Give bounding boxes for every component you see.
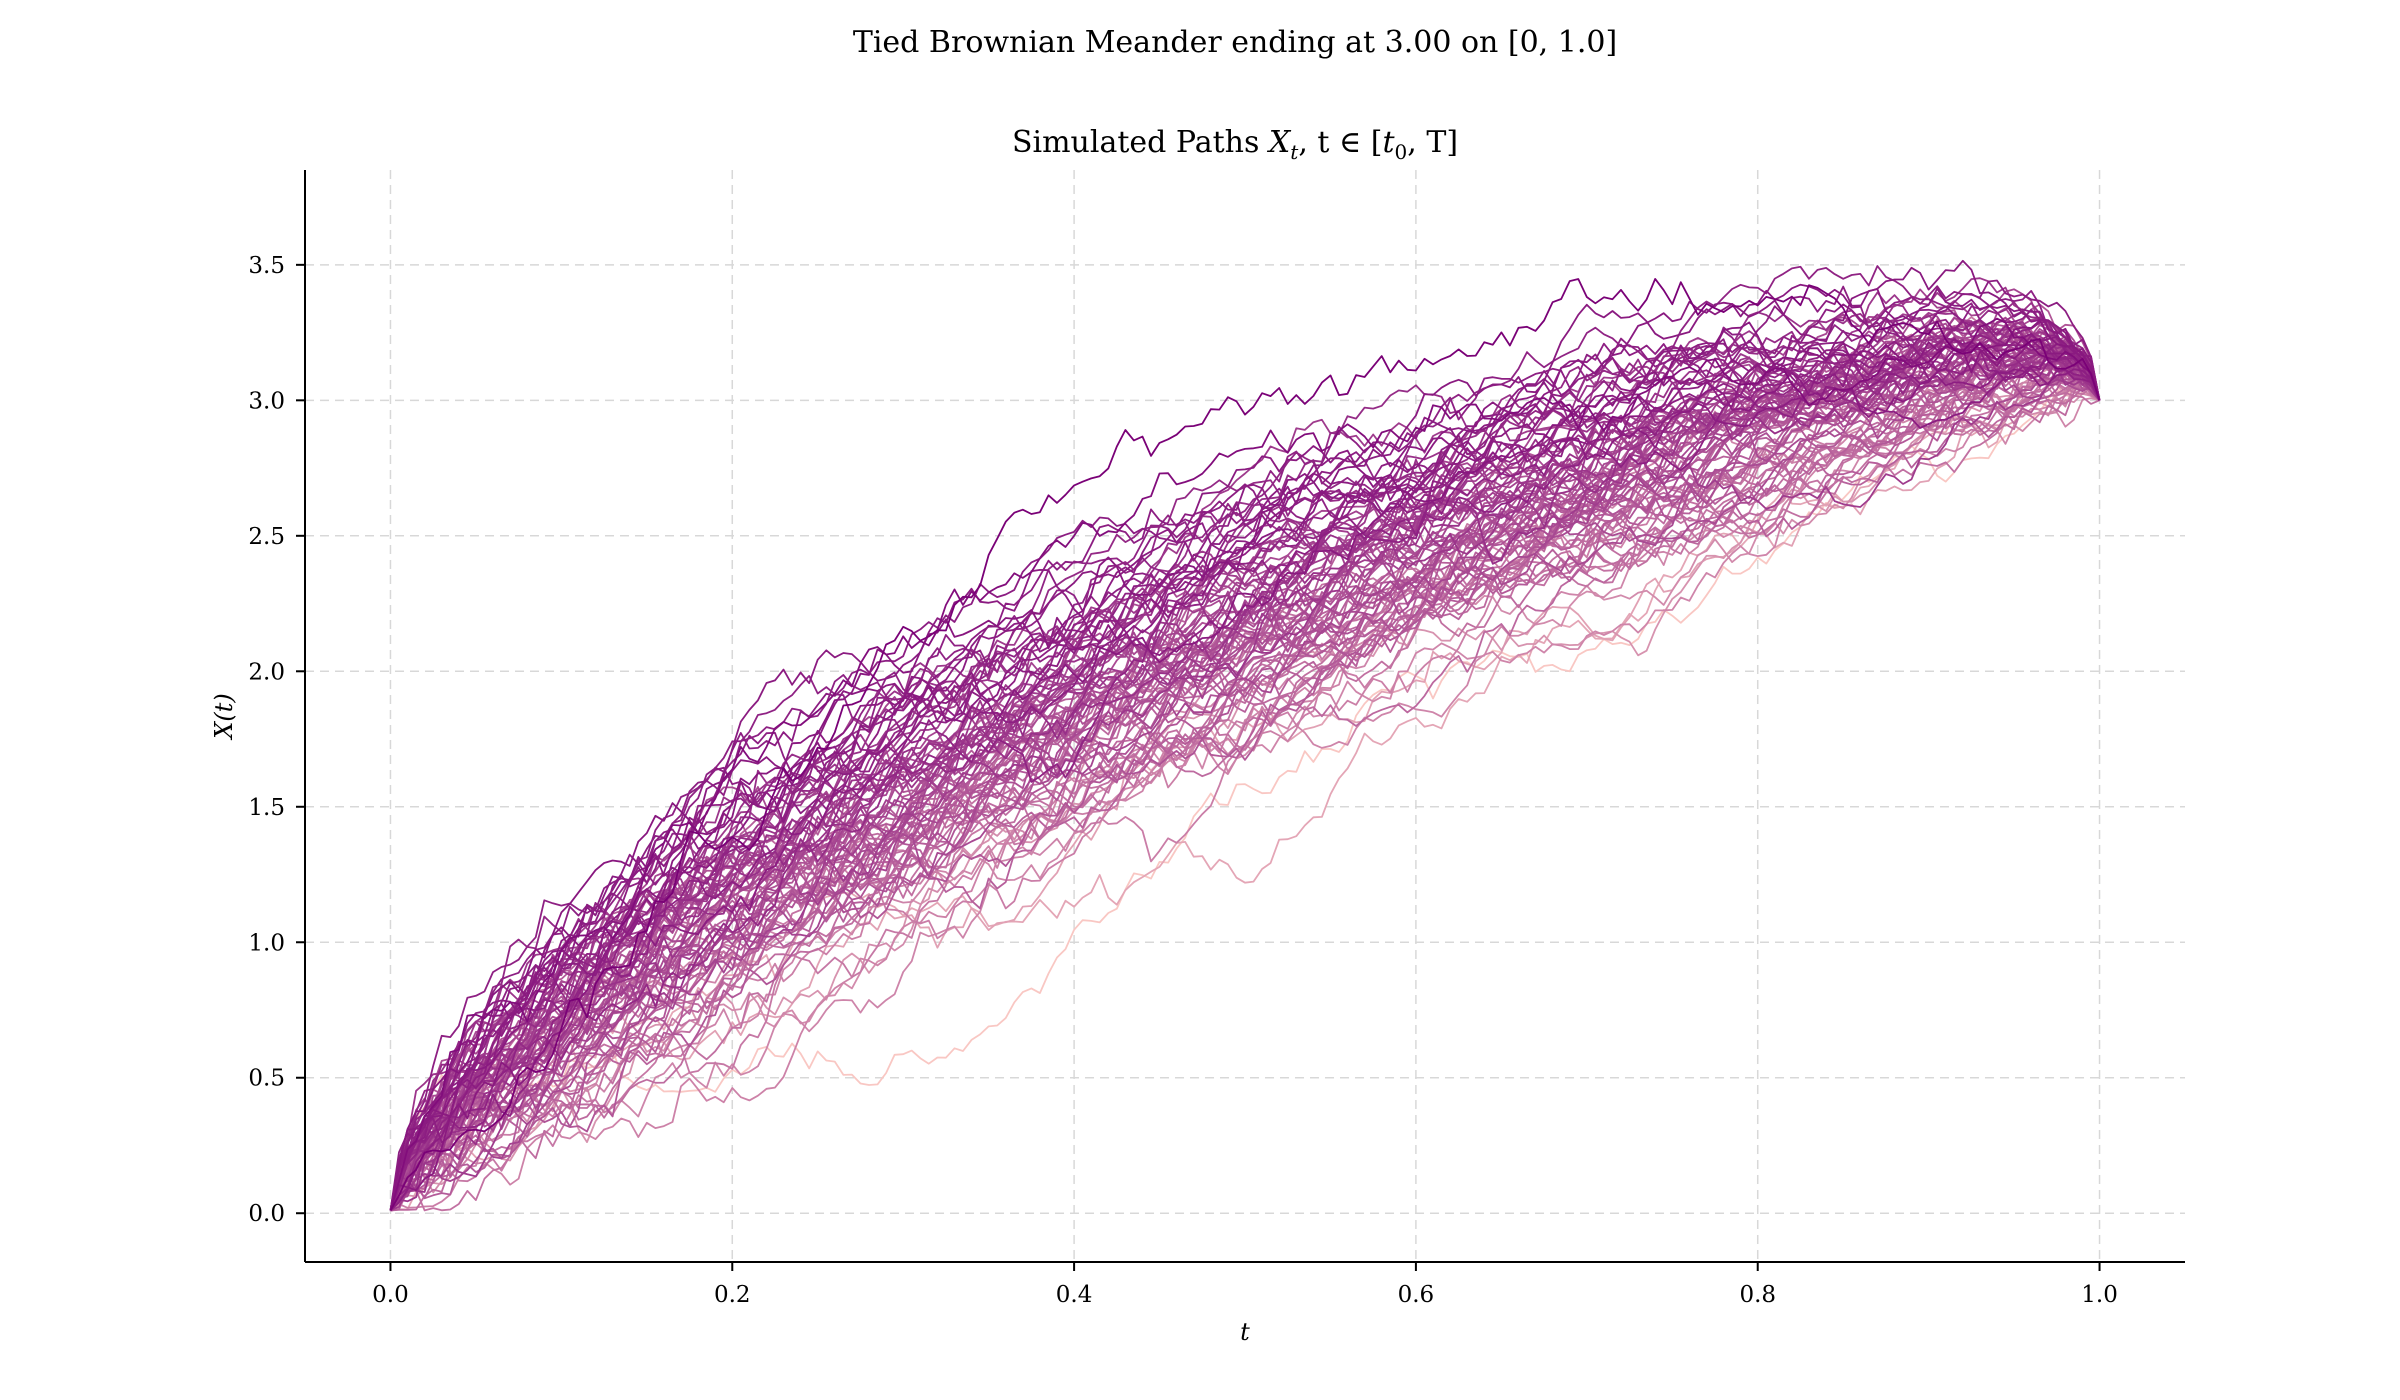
series-line [389, 337, 2101, 1211]
series-line [389, 279, 2101, 1211]
series-line [389, 332, 2101, 1211]
y-tick-label: 0.0 [248, 1201, 285, 1227]
series-line [389, 396, 2100, 1211]
series-line [389, 379, 2101, 1211]
series-line [389, 338, 2101, 1211]
y-tick-label: 1.0 [248, 930, 285, 956]
series-line [389, 354, 2101, 1212]
series-line [389, 335, 2101, 1211]
x-tick-label: 0.8 [1739, 1282, 1776, 1308]
y-tick-label: 3.0 [248, 388, 285, 414]
x-tick-label: 0.2 [714, 1282, 751, 1308]
series-line [389, 321, 2101, 1212]
x-axis-label: t [1240, 1318, 1250, 1346]
figure-suptitle: Tied Brownian Meander ending at 3.00 on … [853, 25, 1617, 60]
series-line [389, 338, 2101, 1211]
y-tick-label: 3.5 [248, 253, 285, 279]
x-tick-label: 0.4 [1056, 1282, 1093, 1308]
x-tick-label: 1.0 [2081, 1282, 2118, 1308]
series-line [389, 317, 2101, 1211]
series-line [389, 303, 2101, 1211]
series-line [389, 265, 2101, 1211]
y-tick-label: 0.5 [248, 1066, 285, 1092]
series-line [389, 357, 2101, 1212]
series-line [389, 317, 2101, 1211]
y-tick-label: 2.0 [248, 659, 285, 685]
series-line [389, 338, 2101, 1211]
series-line [389, 368, 2101, 1211]
series-line [390, 378, 2101, 1212]
series-line [389, 360, 2101, 1211]
series-line [389, 319, 2101, 1211]
y-tick-label: 1.5 [248, 795, 285, 821]
y-tick-label: 2.5 [248, 524, 285, 550]
series-line [389, 259, 2101, 1211]
series-line [389, 380, 2101, 1211]
series-line [389, 278, 2101, 1211]
series-line [389, 290, 2101, 1211]
y-axis-label: X(t) [210, 693, 238, 740]
axes-title: Simulated Paths Xt, t ∈ [t0, T] [1012, 125, 1458, 164]
series-line [389, 285, 2101, 1211]
series-line [389, 334, 2101, 1211]
axes: 0.0 0.2 0.4 0.6 0.8 1.0 0.0 0.5 1.0 1.5 2.0 2.5 3.0 3… [210, 170, 2185, 1346]
x-tick-label: 0.0 [372, 1282, 409, 1308]
series-line [389, 347, 2101, 1211]
series-paths [389, 259, 2101, 1212]
x-tick-label: 0.6 [1398, 1282, 1435, 1308]
